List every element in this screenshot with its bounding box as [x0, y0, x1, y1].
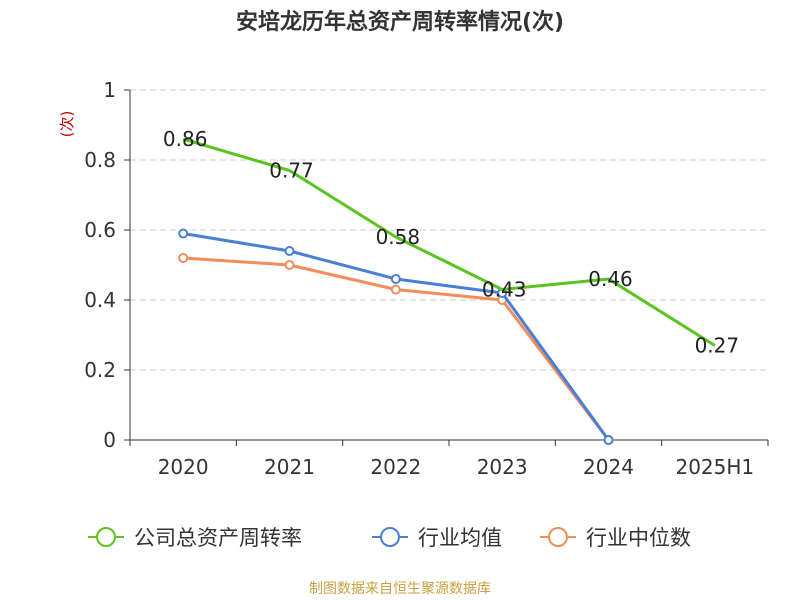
data-label: 0.77 [269, 159, 314, 183]
legend-label: 行业均值 [418, 526, 502, 550]
data-point [390, 284, 401, 295]
chart-title: 安培龙历年总资产周转率情况(次) [235, 10, 565, 35]
data-point [178, 253, 189, 263]
x-tick-label: 2024 [583, 455, 634, 479]
series-line [182, 137, 716, 347]
series-line [182, 232, 610, 441]
data-label: 0.86 [163, 127, 208, 151]
y-axis-label: (次) [58, 111, 76, 138]
data-label: 0.43 [482, 278, 527, 302]
data-label: 0.46 [588, 267, 633, 291]
x-tick-label: 2021 [264, 455, 315, 479]
y-tick-label: 0.4 [84, 288, 116, 312]
data-label: 0.27 [695, 334, 740, 358]
y-tick-label: 0 [103, 428, 116, 452]
legend-label: 公司总资产周转率 [134, 526, 302, 550]
data-point [284, 260, 295, 270]
y-tick-label: 0.2 [84, 358, 116, 382]
legend-marker [548, 527, 568, 547]
x-tick-label: 2020 [158, 455, 209, 479]
data-point [390, 274, 401, 284]
data-point [178, 228, 189, 239]
source-note: 制图数据来自恒生聚源数据库 [309, 581, 491, 597]
data-point [284, 246, 295, 256]
legend-label: 行业中位数 [586, 526, 691, 550]
data-point [603, 435, 614, 445]
x-tick-label: 2025H1 [675, 455, 754, 479]
x-tick-label: 2023 [477, 455, 528, 479]
x-tick-label: 2022 [370, 455, 421, 479]
legend-marker [380, 527, 400, 547]
legend-marker [96, 527, 116, 547]
y-tick-label: 0.8 [84, 148, 116, 172]
y-tick-label: 1 [103, 78, 116, 102]
y-tick-label: 0.6 [84, 218, 116, 242]
data-label: 0.58 [376, 225, 421, 249]
